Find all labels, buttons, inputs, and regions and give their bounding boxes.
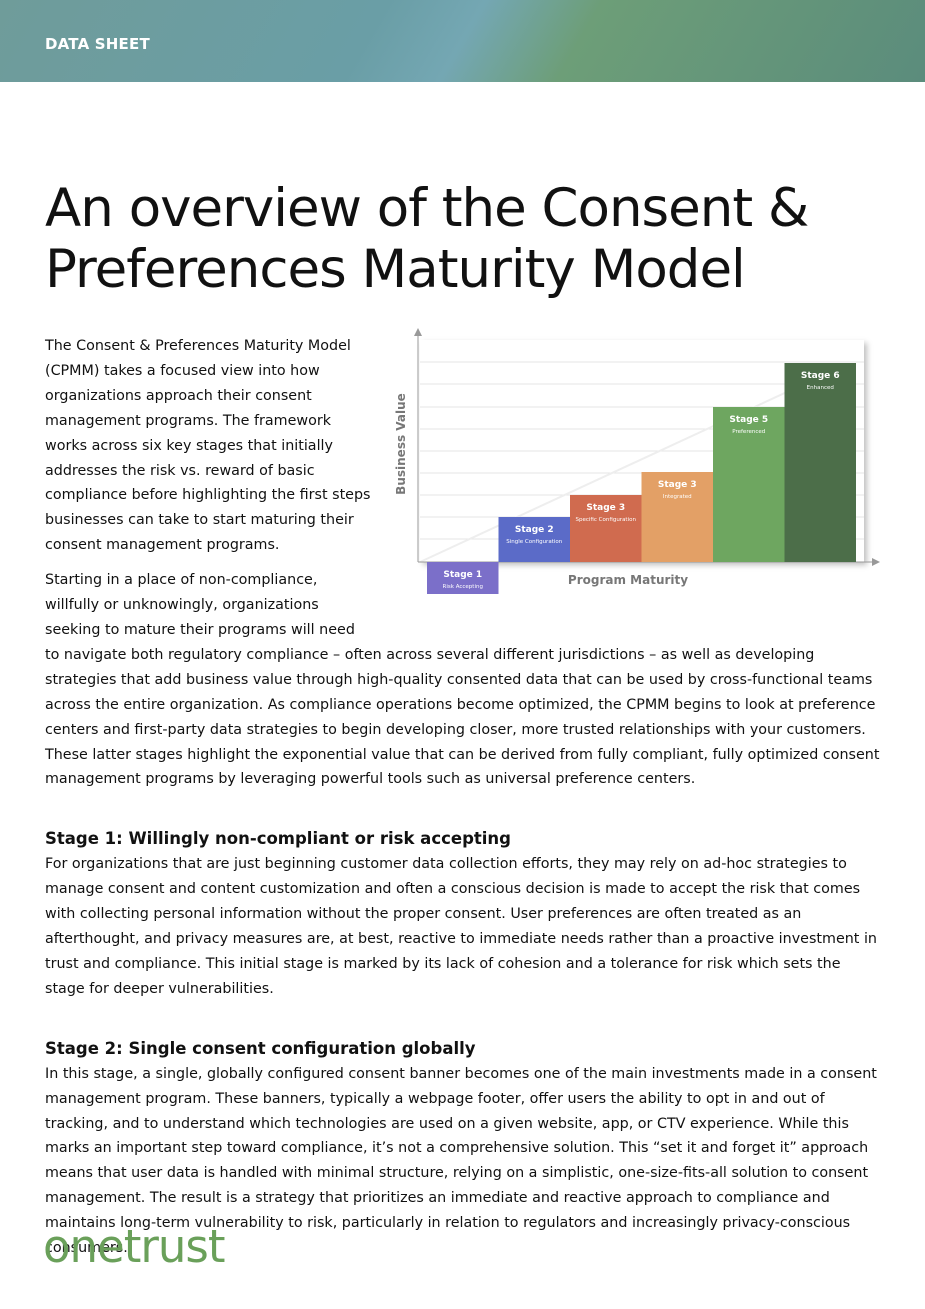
- y-axis-label: Business Value: [394, 393, 408, 495]
- header-band: DATA SHEET: [0, 0, 925, 82]
- stage-label: Stage 2: [515, 525, 554, 535]
- stage-sublabel: Preferenced: [732, 429, 765, 435]
- paragraph: For organizations that are just beginnin…: [45, 856, 877, 997]
- stage-label: Stage 1: [443, 570, 482, 580]
- stage-block: [784, 363, 856, 562]
- header-label: DATA SHEET: [45, 35, 150, 53]
- section-heading: Stage 1: Willingly non-compliant or risk…: [45, 829, 511, 849]
- section: Stage 2: Single consent configuration gl…: [45, 1036, 881, 1261]
- trend-line: [419, 371, 831, 563]
- stage-label: Stage 5: [729, 415, 768, 425]
- stage-sublabel: Specific Configuration: [576, 517, 637, 523]
- stage-sublabel: Risk Accepting: [443, 584, 483, 590]
- stage-block: [427, 562, 499, 594]
- section-heading: Stage 2: Single consent configuration gl…: [45, 1038, 476, 1058]
- maturity-diagram: Business Value Program Maturity Stage 1 R…: [394, 328, 880, 594]
- stage-block: [713, 407, 785, 562]
- stage-sublabel: Integrated: [663, 494, 692, 500]
- arrow: [872, 558, 880, 566]
- stage-block: [641, 472, 713, 562]
- title: An overview of the Consent & Preferences…: [45, 178, 809, 300]
- stage-block: [498, 517, 570, 562]
- stage-block: [570, 495, 642, 562]
- stage-label: Stage 3: [586, 503, 625, 513]
- section: Stage 1: Willingly non-compliant or risk…: [45, 826, 881, 1001]
- logo: onetrust: [43, 1220, 225, 1273]
- stage-sublabel: Single Configuration: [506, 539, 562, 545]
- paragraph: The Consent & Preferences Maturity Model…: [45, 338, 371, 554]
- stages: Stage 1 Risk Accepting Stage 2 Single Confi…: [427, 363, 856, 594]
- stage-sublabel: Enhanced: [807, 385, 834, 391]
- body: The Consent & Preferences Maturity Model…: [45, 334, 881, 1261]
- stage-label: Stage 6: [801, 371, 840, 381]
- stage-label: Stage 3: [658, 480, 697, 490]
- paragraph: In this stage, a single, globally config…: [45, 1065, 877, 1257]
- x-axis-label: Program Maturity: [568, 573, 688, 587]
- arrow: [414, 328, 422, 336]
- paragraph: Starting in a place of non-compliance, w…: [45, 572, 880, 788]
